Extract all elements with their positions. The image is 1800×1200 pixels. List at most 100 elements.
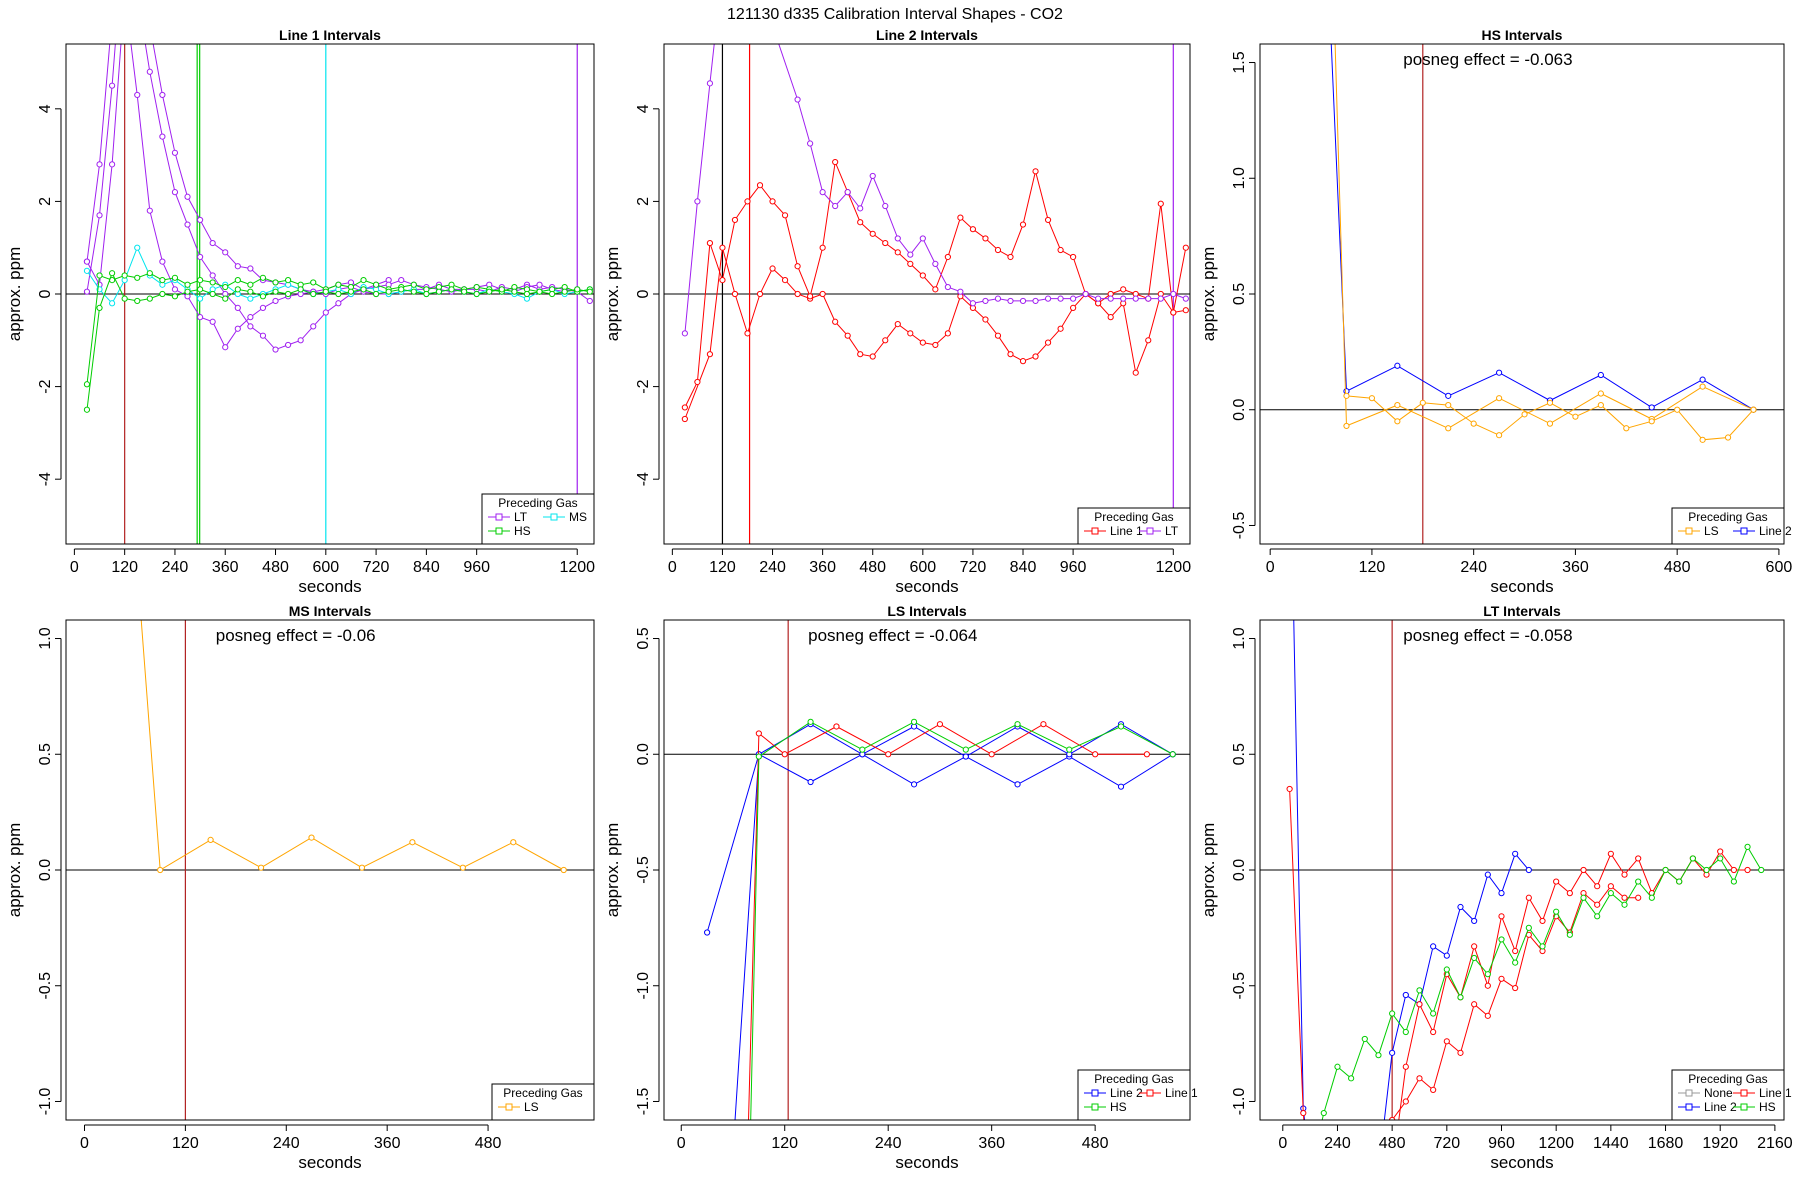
data-point xyxy=(1305,1168,1310,1173)
data-point xyxy=(1402,1063,1409,1070)
legend-title: Preceding Gas xyxy=(498,496,577,510)
data-point xyxy=(96,272,103,279)
legend-box xyxy=(491,1083,595,1121)
data-point xyxy=(1594,883,1601,890)
series-line-line-2 xyxy=(706,753,1174,933)
data-point xyxy=(510,839,517,846)
data-point xyxy=(83,288,91,295)
data-point xyxy=(957,214,964,221)
legend-entry-label: Line 2 xyxy=(1704,1100,1737,1114)
data-point xyxy=(1057,246,1064,254)
series-line-line-1 xyxy=(748,723,1147,1120)
legend-entry-label: None xyxy=(1704,1086,1733,1100)
y-tick-label: -4 xyxy=(37,472,54,486)
data-point xyxy=(681,330,688,337)
data-point xyxy=(1471,954,1478,962)
y-tick-label: 4 xyxy=(37,104,54,113)
data-point xyxy=(272,297,279,305)
data-point xyxy=(1512,850,1519,857)
data-point xyxy=(1572,413,1579,420)
data-point xyxy=(171,274,179,281)
data-point xyxy=(1512,959,1519,966)
legend-entry-label: LS xyxy=(524,1100,539,1114)
data-point xyxy=(247,295,254,302)
data-point xyxy=(681,415,688,423)
y-tick-label: 0.0 xyxy=(635,743,652,765)
data-point xyxy=(694,198,701,205)
data-point xyxy=(907,251,914,258)
data-point xyxy=(586,288,593,295)
data-point xyxy=(807,293,814,300)
data-point xyxy=(731,216,739,224)
data-point xyxy=(310,279,317,286)
x-tick-label: 0 xyxy=(668,559,677,576)
y-tick-label: -2 xyxy=(635,379,652,393)
data-point xyxy=(1132,369,1139,376)
data-point xyxy=(1380,1168,1385,1173)
data-point xyxy=(1484,982,1491,989)
data-point xyxy=(335,300,342,307)
data-point xyxy=(681,404,688,411)
data-point xyxy=(196,286,204,293)
data-point xyxy=(1430,1086,1437,1094)
data-point xyxy=(756,290,764,298)
data-point xyxy=(844,189,851,196)
y-tick-label: 0.5 xyxy=(1231,283,1248,305)
data-point xyxy=(1169,751,1176,758)
data-point xyxy=(859,746,866,753)
data-point xyxy=(108,270,116,277)
legend-swatch-marker xyxy=(495,513,503,521)
data-point xyxy=(108,300,116,307)
legend-swatch-marker xyxy=(1740,1089,1748,1097)
y-tick-label: 0.5 xyxy=(635,627,652,649)
data-point xyxy=(1496,395,1503,402)
plot-frame xyxy=(663,43,1191,545)
series-line-line-1 xyxy=(684,160,1187,408)
data-point xyxy=(982,316,989,323)
plot-frame xyxy=(663,619,1191,1121)
y-axis-label: approx. ppm xyxy=(1199,247,1218,342)
data-point xyxy=(498,286,505,293)
data-point xyxy=(83,267,91,274)
data-point xyxy=(1170,290,1177,298)
legend-swatch-marker xyxy=(495,527,503,535)
data-point xyxy=(109,14,114,19)
legend-swatch-marker xyxy=(505,1103,513,1111)
posneg-annotation: posneg effect = -0.058 xyxy=(1403,626,1572,645)
data-point xyxy=(1457,1049,1464,1056)
x-tick-label: 120 xyxy=(1359,559,1386,576)
series-line-lt xyxy=(86,44,591,302)
series-line-line-1 xyxy=(1398,850,1748,1120)
data-point xyxy=(885,751,892,758)
y-tick-label: 0 xyxy=(635,289,652,298)
data-point xyxy=(96,161,103,168)
x-tick-label: 1200 xyxy=(559,559,595,576)
data-point xyxy=(159,258,166,265)
data-point xyxy=(1019,221,1027,228)
data-point xyxy=(222,249,229,256)
data-point xyxy=(869,353,876,360)
x-tick-label: 840 xyxy=(1010,559,1037,576)
data-point xyxy=(1343,392,1350,399)
x-tick-label: 960 xyxy=(1488,1135,1515,1152)
data-point xyxy=(819,290,826,298)
data-point xyxy=(1157,295,1164,302)
data-point xyxy=(1443,952,1450,959)
data-point xyxy=(460,288,468,295)
y-axis-label: approx. ppm xyxy=(603,247,622,342)
data-point xyxy=(372,290,380,298)
data-point xyxy=(1546,420,1554,427)
data-point xyxy=(1143,751,1150,758)
data-point xyxy=(781,277,789,284)
data-point xyxy=(385,288,392,295)
x-tick-label: 240 xyxy=(875,1135,902,1152)
data-point xyxy=(1621,871,1628,878)
data-point xyxy=(297,286,304,293)
data-point xyxy=(222,283,229,291)
posneg-annotation: posneg effect = -0.06 xyxy=(216,626,376,645)
y-tick-label: 1.0 xyxy=(37,627,54,649)
data-point xyxy=(196,253,204,261)
data-point xyxy=(962,746,969,753)
data-point xyxy=(459,864,466,871)
